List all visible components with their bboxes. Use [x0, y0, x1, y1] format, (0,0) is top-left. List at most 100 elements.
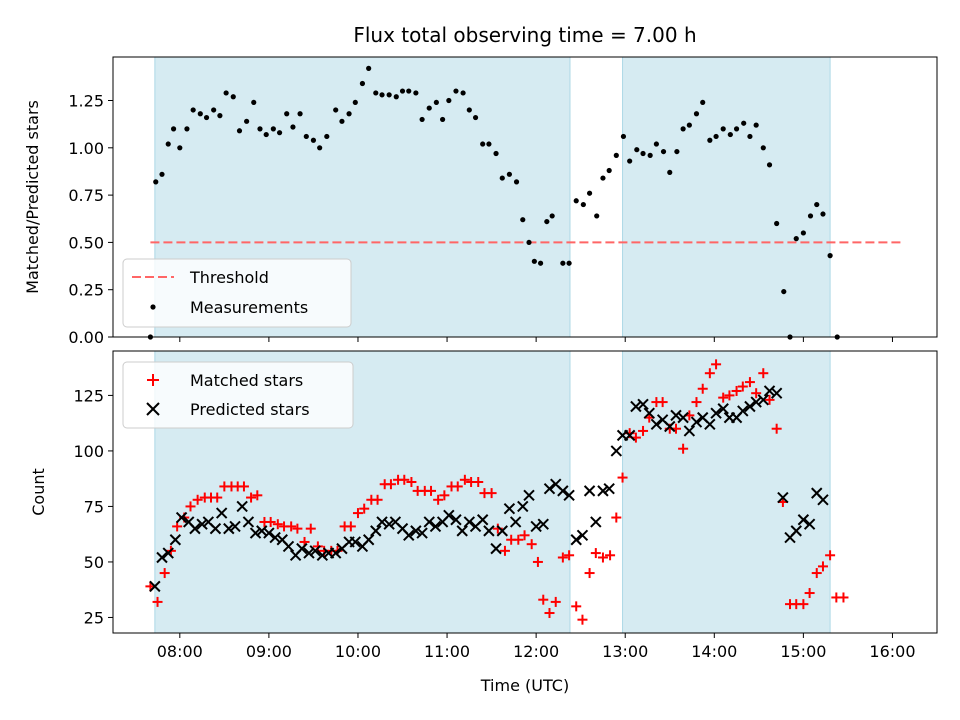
- marker-stroke: [383, 518, 395, 530]
- matched-star-marker: [744, 377, 755, 388]
- matched-star-marker: [272, 519, 283, 530]
- measurement-point: [466, 107, 472, 113]
- matched-star-marker: [352, 508, 363, 519]
- predicted-star-marker: [309, 545, 321, 557]
- marker-stroke: [215, 507, 228, 519]
- matched-star-marker: [564, 550, 575, 561]
- measurement-point: [760, 145, 766, 151]
- marker-stroke: [476, 514, 489, 526]
- observing-window-band: [622, 56, 831, 338]
- predicted-star-marker: [189, 522, 201, 535]
- marker-stroke: [416, 527, 428, 539]
- matched-star-marker: [825, 550, 836, 561]
- marker-stroke: [410, 525, 422, 537]
- marker-stroke: [664, 420, 676, 433]
- marker-stroke: [763, 385, 776, 397]
- marker-stroke: [282, 540, 295, 553]
- predicted-star-marker: [316, 549, 329, 561]
- matched-star-marker: [192, 494, 203, 505]
- marker-stroke: [263, 527, 275, 539]
- marker-stroke: [403, 529, 415, 542]
- predicted-star-marker: [750, 396, 762, 408]
- marker-stroke: [770, 387, 783, 399]
- ratio-legend: Threshold Measurements: [122, 258, 352, 328]
- measurement-point: [284, 111, 290, 117]
- measurement-point: [753, 122, 759, 128]
- measurement-point: [814, 201, 820, 208]
- matched-star-marker: [711, 359, 722, 370]
- marker-stroke: [503, 502, 516, 515]
- predicted-star-marker: [416, 527, 428, 539]
- predicted-star-marker: [670, 409, 682, 422]
- predicted-star-marker: [476, 514, 489, 526]
- measurement-point: [317, 145, 323, 151]
- matched-star-marker: [724, 390, 735, 401]
- marker-stroke: [777, 491, 789, 504]
- matched-star-marker: [678, 443, 689, 454]
- x-tick-label: 15:00: [780, 642, 826, 661]
- predicted-star-marker: [296, 542, 308, 555]
- y-tick-label: 0.50: [68, 233, 104, 252]
- count-axis-ticks: 08:00 09:00 10:00 11:00 12:00 13:00 14:00 15:00…: [73, 386, 915, 661]
- marker-stroke: [376, 516, 388, 528]
- predicted-star-marker: [517, 500, 529, 513]
- measurement-point: [747, 133, 753, 140]
- measurement-point: [310, 137, 317, 143]
- marker-stroke: [463, 516, 476, 528]
- marker-stroke: [677, 411, 689, 424]
- measurement-point: [486, 141, 492, 147]
- predicted-star-marker: [690, 416, 703, 428]
- predicted-star-marker: [269, 531, 281, 544]
- matched-star-marker: [185, 501, 196, 512]
- marker-stroke: [710, 407, 722, 419]
- marker-stroke: [196, 518, 208, 530]
- measurement-point: [544, 218, 550, 225]
- marker-stroke: [276, 534, 288, 546]
- predicted-star-marker: [490, 542, 502, 555]
- predicted-star-marker: [770, 387, 783, 399]
- marker-stroke: [169, 534, 182, 546]
- measurement-point: [727, 131, 733, 138]
- measurement-point: [223, 90, 229, 96]
- marker-stroke: [236, 500, 248, 513]
- measurement-point: [566, 260, 572, 266]
- predicted-star-marker: [817, 494, 829, 506]
- measurement-point: [197, 111, 203, 117]
- matched-star-marker: [544, 608, 555, 619]
- x-axis-label: Time (UTC): [480, 676, 569, 695]
- legend-predicted-swatch: [146, 402, 160, 416]
- measurement-point: [386, 92, 392, 98]
- marker-stroke: [362, 534, 375, 546]
- marker-stroke: [443, 509, 455, 522]
- predicted-star-marker: [242, 516, 255, 528]
- matched-star-marker: [433, 494, 444, 505]
- observing-window-band: [622, 350, 831, 634]
- measurement-point: [244, 118, 250, 124]
- matched-star-marker: [345, 521, 356, 532]
- predicted-star-marker: [376, 516, 388, 528]
- predicted-star-marker: [503, 502, 516, 515]
- legend-matched-swatch: [147, 374, 159, 386]
- marker-stroke: [483, 525, 495, 537]
- marker-stroke: [209, 522, 222, 535]
- count-panel: 08:00 09:00 10:00 11:00 12:00 13:00 14:00 15:00…: [29, 350, 938, 695]
- measurement-point: [184, 126, 190, 132]
- y-tick-label: 0.75: [68, 186, 104, 205]
- matched-star-marker: [486, 488, 497, 499]
- matched-star-marker: [532, 556, 543, 567]
- matched-star-marker: [372, 494, 383, 505]
- measurement-point: [653, 141, 659, 147]
- measurement-point: [693, 111, 700, 117]
- marker-stroke: [590, 516, 602, 528]
- x-tick-label: 08:00: [157, 642, 203, 661]
- x-tick-label: 13:00: [602, 642, 648, 661]
- marker-stroke: [202, 516, 215, 528]
- marker-stroke: [797, 514, 810, 526]
- marker-stroke: [175, 511, 188, 524]
- predicted-star-marker: [763, 385, 776, 397]
- matched-stars-points: [145, 359, 849, 625]
- predicted-star-marker: [263, 527, 275, 539]
- marker-stroke: [690, 416, 703, 428]
- predicted-star-marker: [650, 418, 663, 430]
